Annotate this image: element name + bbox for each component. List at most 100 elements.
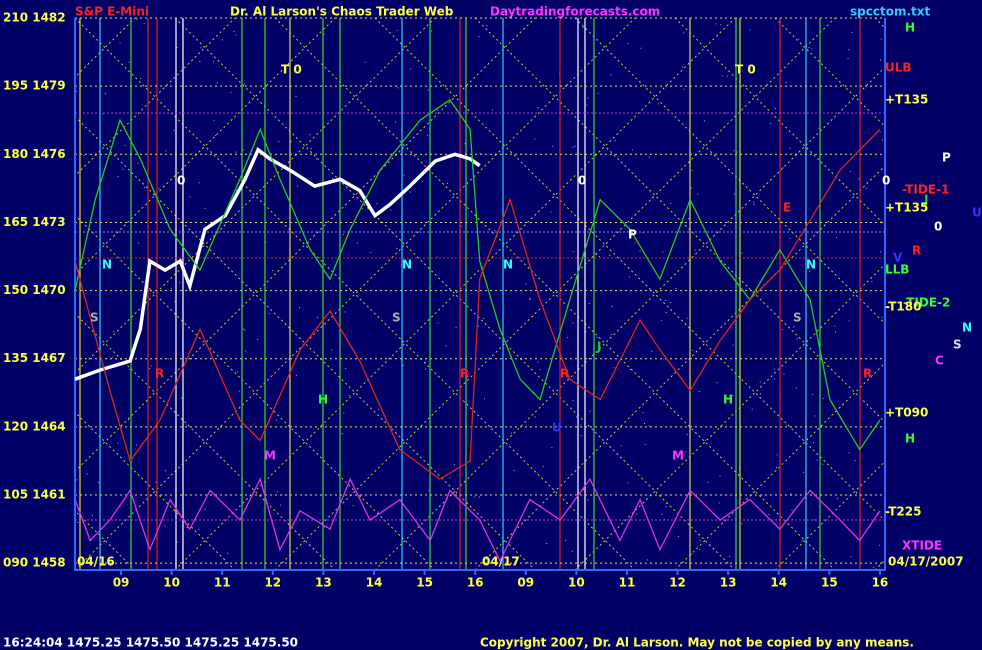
star [101,113,103,115]
side-label: J [923,193,928,207]
star [295,374,297,376]
star [396,29,398,31]
star [759,563,761,565]
annotation: J [596,340,601,354]
star [609,254,611,256]
star [629,369,631,371]
series-line [74,98,881,451]
star [390,209,392,211]
star [449,477,451,479]
star [513,469,515,471]
star [802,539,804,541]
diagonal [574,18,885,325]
chart-title: S&P E-Mini [75,5,149,19]
star [477,291,479,293]
star [690,187,692,189]
side-label: 0 [934,220,942,234]
star [851,31,853,33]
star [204,508,206,510]
x-tick-label: 12 [669,576,686,590]
star [176,541,178,543]
star [272,269,274,271]
star [848,320,850,322]
star [610,74,612,76]
star [343,412,345,414]
y-tick-label: 150 1470 [3,283,66,297]
star [869,376,871,378]
star [450,561,452,563]
date-label: 04/17 [482,555,520,569]
star [847,58,849,60]
star [620,445,622,447]
star [180,397,182,399]
star [697,193,699,195]
star [397,87,399,89]
star [879,59,881,61]
star [808,47,810,49]
star [237,371,239,373]
star [307,241,309,243]
x-tick-label: 09 [113,576,130,590]
star [510,432,512,434]
star [720,24,722,26]
star [239,417,241,419]
annotation: R [460,367,469,381]
star [280,504,282,506]
diagonal [75,18,236,177]
star [104,93,106,95]
diagonal [174,18,736,570]
star [776,467,778,469]
x-tick-label: 10 [568,576,585,590]
star [704,439,706,441]
star [595,254,597,256]
star [76,479,78,481]
star [445,345,447,347]
date-label: 04/16 [77,555,115,569]
star [774,107,776,109]
star [243,328,245,330]
star [268,313,270,315]
star [158,187,160,189]
star [424,361,426,363]
side-label: V [893,251,903,265]
star [729,555,731,557]
star [179,282,181,284]
star [776,454,778,456]
y-tick-label: 105 1461 [3,488,66,502]
star [119,42,121,44]
star [688,218,690,220]
star [76,90,78,92]
star [648,425,650,427]
star [298,306,300,308]
star [836,498,838,500]
side-label: -TIDE-2 [903,296,950,310]
star [478,36,480,38]
star [92,514,94,516]
star [733,150,735,152]
star [537,107,539,109]
star [644,443,646,445]
star [460,225,462,227]
star [454,464,456,466]
star [189,196,191,198]
x-tick-label: 11 [214,576,231,590]
star [661,513,663,515]
star [137,162,139,164]
series-line [74,477,881,563]
side-label: +T090 [885,406,928,420]
star [580,424,582,426]
star [244,329,246,331]
star [155,481,157,483]
star [639,250,641,252]
star [427,89,429,91]
side-label: S [953,338,962,352]
star [572,251,574,253]
star [348,394,350,396]
star [395,121,397,123]
star [198,528,200,530]
diagonal [75,18,436,374]
star [344,311,346,313]
star [685,451,687,453]
star [741,252,743,254]
